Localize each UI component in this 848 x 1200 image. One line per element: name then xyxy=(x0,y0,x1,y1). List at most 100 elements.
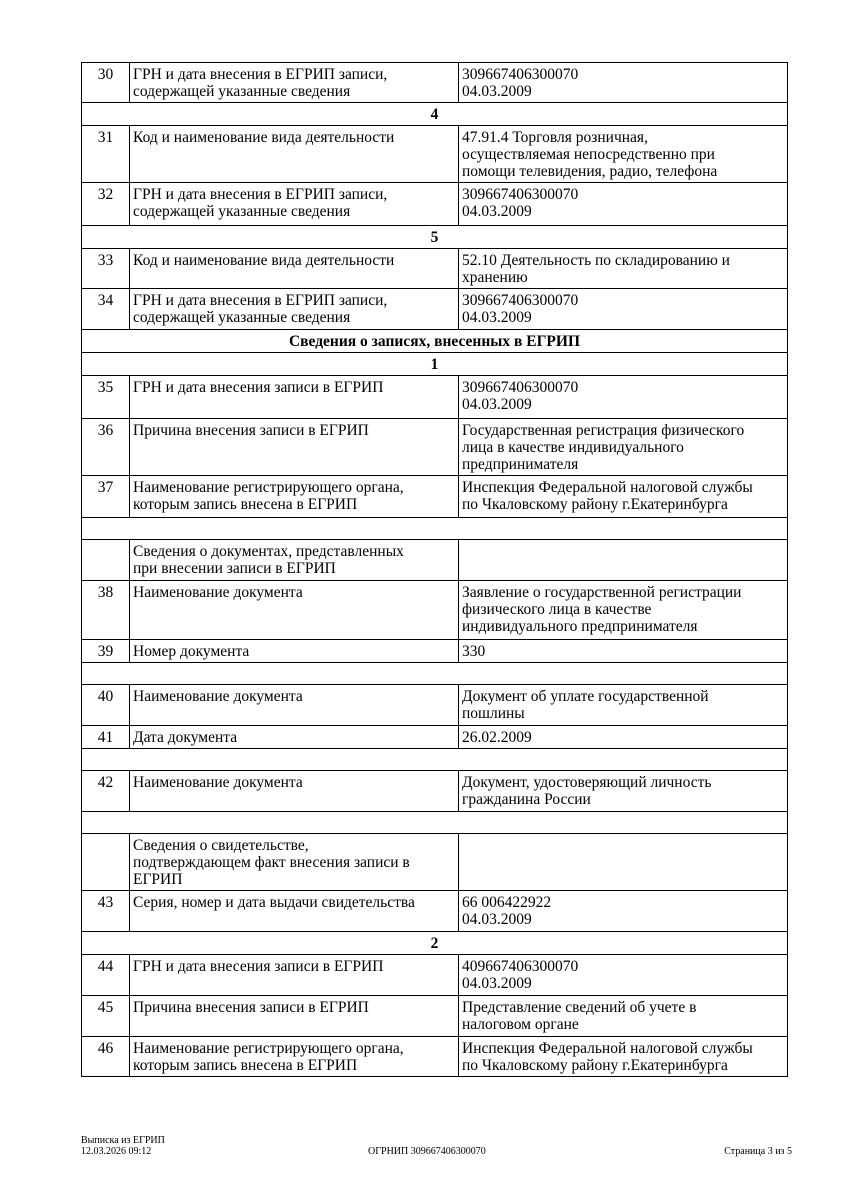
row-number: 34 xyxy=(81,288,130,330)
blank-cell xyxy=(81,811,788,834)
row-label: Наименование регистрирующего органа, кот… xyxy=(129,1036,459,1077)
row-number: 32 xyxy=(81,182,130,226)
table-row: 32 ГРН и дата внесения в ЕГРИП записи, со… xyxy=(81,182,788,226)
row-value: 309667406300070 04.03.2009 xyxy=(458,62,788,103)
table-row: 41 Дата документа 26.02.2009 xyxy=(81,725,788,749)
table-row: 42 Наименование документа Документ, удосто… xyxy=(81,770,788,812)
row-value: 47.91.4 Торговля розничная, осуществляем… xyxy=(458,125,788,183)
row-number: 37 xyxy=(81,475,130,518)
row-label: Наименование документа xyxy=(129,770,459,812)
section-header-row: 4 xyxy=(81,102,788,126)
footer-ogrnip: ОГРНИП 309667406300070 xyxy=(368,1146,486,1157)
table-row: Сведения о документах, представленных пр… xyxy=(81,539,788,581)
row-label: Код и наименование вида деятельности xyxy=(129,125,459,183)
footer-doc-title: Выписка из ЕГРИП xyxy=(81,1135,165,1146)
row-value: Государственная регистрация физического … xyxy=(458,418,788,476)
table-row: 35 ГРН и дата внесения записи в ЕГРИП 3096… xyxy=(81,375,788,419)
blank-row xyxy=(81,662,788,685)
section-header: 5 xyxy=(81,225,788,249)
row-number: 39 xyxy=(81,639,130,663)
row-number: 30 xyxy=(81,62,130,103)
section-header: 1 xyxy=(81,352,788,376)
row-value xyxy=(458,833,788,891)
section-header-row: 1 xyxy=(81,352,788,376)
row-value: Инспекция Федеральной налоговой службы п… xyxy=(458,1036,788,1077)
table-row: 38 Наименование документа Заявление о госу… xyxy=(81,580,788,640)
row-number: 33 xyxy=(81,248,130,289)
table-row: 31 Код и наименование вида деятельности 47… xyxy=(81,125,788,183)
row-number: 38 xyxy=(81,580,130,640)
table-row: 33 Код и наименование вида деятельности 52… xyxy=(81,248,788,289)
row-value: Документ об уплате государственной пошли… xyxy=(458,684,788,726)
table-row: 30 ГРН и дата внесения в ЕГРИП записи, со… xyxy=(81,62,788,103)
table-row: 36 Причина внесения записи в ЕГРИП Государ… xyxy=(81,418,788,476)
row-label: Код и наименование вида деятельности xyxy=(129,248,459,289)
section-header: 2 xyxy=(81,931,788,955)
row-value: Инспекция Федеральной налоговой службы п… xyxy=(458,475,788,518)
table-row: 46 Наименование регистрирующего органа, к… xyxy=(81,1036,788,1077)
section-header: Сведения о записях, внесенных в ЕГРИП xyxy=(81,329,788,353)
blank-cell xyxy=(81,748,788,771)
row-value: 52.10 Деятельность по складированию и хр… xyxy=(458,248,788,289)
row-number xyxy=(81,833,130,891)
row-label: Наименование документа xyxy=(129,580,459,640)
row-label: Дата документа xyxy=(129,725,459,749)
row-label: Номер документа xyxy=(129,639,459,663)
table-row: 40 Наименование документа Документ об упла… xyxy=(81,684,788,726)
table-row: 45 Причина внесения записи в ЕГРИП Предста… xyxy=(81,995,788,1037)
row-label: Серия, номер и дата выдачи свидетельства xyxy=(129,890,459,932)
row-number: 45 xyxy=(81,995,130,1037)
row-label: Наименование документа xyxy=(129,684,459,726)
section-header-row: Сведения о записях, внесенных в ЕГРИП xyxy=(81,329,788,353)
row-label: ГРН и дата внесения записи в ЕГРИП xyxy=(129,954,459,996)
row-label: ГРН и дата внесения в ЕГРИП записи, соде… xyxy=(129,288,459,330)
row-value: Документ, удостоверяющий личность гражда… xyxy=(458,770,788,812)
footer-left: Выписка из ЕГРИП 12.03.2026 09:12 xyxy=(81,1135,165,1157)
blank-row xyxy=(81,811,788,834)
row-value: Представление сведений об учете в налого… xyxy=(458,995,788,1037)
row-label: Наименование регистрирующего органа, кот… xyxy=(129,475,459,518)
section-header: 4 xyxy=(81,102,788,126)
row-number: 40 xyxy=(81,684,130,726)
row-number: 31 xyxy=(81,125,130,183)
row-value: 309667406300070 04.03.2009 xyxy=(458,375,788,419)
row-number: 42 xyxy=(81,770,130,812)
row-label: Сведения о документах, представленных пр… xyxy=(129,539,459,581)
row-value: 409667406300070 04.03.2009 xyxy=(458,954,788,996)
table-row: 43 Серия, номер и дата выдачи свидетельст… xyxy=(81,890,788,932)
table-row: 44 ГРН и дата внесения записи в ЕГРИП 4096… xyxy=(81,954,788,996)
row-label: ГРН и дата внесения в ЕГРИП записи, соде… xyxy=(129,182,459,226)
blank-cell xyxy=(81,662,788,685)
table-row: 37 Наименование регистрирующего органа, к… xyxy=(81,475,788,518)
row-number: 35 xyxy=(81,375,130,419)
row-value xyxy=(458,539,788,581)
row-number: 44 xyxy=(81,954,130,996)
row-value: 309667406300070 04.03.2009 xyxy=(458,288,788,330)
egrip-table: 30 ГРН и дата внесения в ЕГРИП записи, со… xyxy=(81,62,788,1077)
row-label: Причина внесения записи в ЕГРИП xyxy=(129,418,459,476)
row-number: 43 xyxy=(81,890,130,932)
section-header-row: 5 xyxy=(81,225,788,249)
row-number: 36 xyxy=(81,418,130,476)
row-number: 46 xyxy=(81,1036,130,1077)
row-value: 309667406300070 04.03.2009 xyxy=(458,182,788,226)
row-value: 330 xyxy=(458,639,788,663)
row-label: Сведения о свидетельстве, подтверждающем… xyxy=(129,833,459,891)
row-label: ГРН и дата внесения в ЕГРИП записи, соде… xyxy=(129,62,459,103)
row-value: Заявление о государственной регистрации … xyxy=(458,580,788,640)
row-number: 41 xyxy=(81,725,130,749)
table-row: 34 ГРН и дата внесения в ЕГРИП записи, со… xyxy=(81,288,788,330)
blank-cell xyxy=(81,517,788,540)
footer-page-number: Страница 3 из 5 xyxy=(724,1146,792,1157)
row-label: ГРН и дата внесения записи в ЕГРИП xyxy=(129,375,459,419)
row-number xyxy=(81,539,130,581)
blank-row xyxy=(81,748,788,771)
row-label: Причина внесения записи в ЕГРИП xyxy=(129,995,459,1037)
blank-row xyxy=(81,517,788,540)
table-row: 39 Номер документа 330 xyxy=(81,639,788,663)
footer-datetime: 12.03.2026 09:12 xyxy=(81,1146,152,1157)
table-row: Сведения о свидетельстве, подтверждающем… xyxy=(81,833,788,891)
section-header-row: 2 xyxy=(81,931,788,955)
row-value: 66 006422922 04.03.2009 xyxy=(458,890,788,932)
